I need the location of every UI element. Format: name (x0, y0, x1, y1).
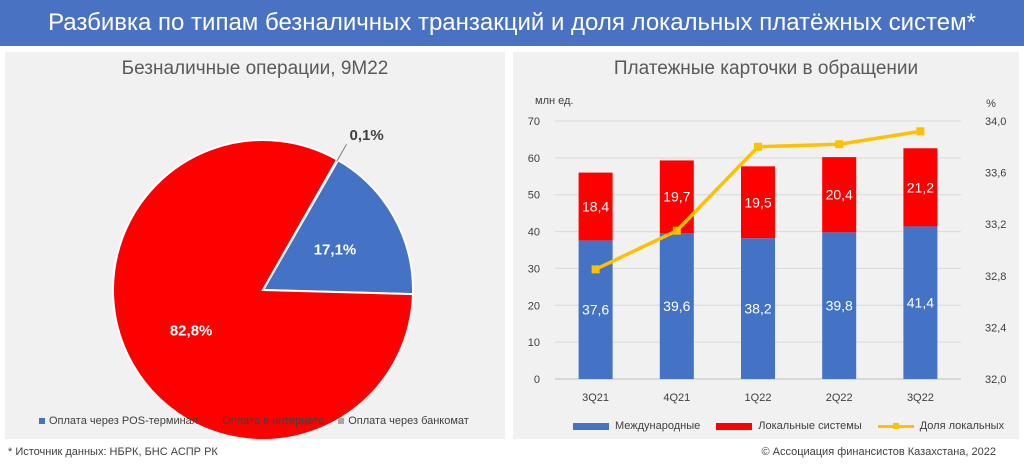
bar-label-international: 41,4 (907, 295, 934, 311)
bar-label-international: 39,6 (663, 298, 690, 314)
line-marker-local-share (835, 140, 844, 149)
bar-chart-panel: Платежные карточки в обращении млн ед.% 0… (513, 52, 1019, 439)
y-tick-label-left: 40 (528, 227, 540, 239)
y-tick-label-right: 34,0 (985, 116, 1006, 128)
legend-swatch-atm (338, 418, 345, 424)
bar-chart: млн ед. % 0 10 20 30 40 50 60 70 32,0 32,4 32,8 33,2 3… (528, 95, 1007, 404)
y-tick-label-right: 32,8 (985, 271, 1006, 283)
bar-label-international: 37,6 (582, 302, 609, 318)
bar-local (903, 148, 938, 227)
y-tick-label-left: 70 (528, 116, 540, 128)
y-axis-label-left: млн ед. (535, 95, 573, 107)
source-note: * Источник данных: НБРК, БНС АСПР РК (8, 446, 218, 458)
pie-leader-line-atm (336, 143, 347, 162)
legend-item-pos: Оплата через POS-терминал (39, 415, 198, 427)
pie-chart-panel: Безналичные операции, 9М22 17,1% 82,8% 0,1… (5, 52, 505, 441)
pie-chart: 17,1% 82,8% 0,1% (111, 127, 414, 441)
y-tick-label-left: 10 (528, 337, 540, 349)
bar-local (741, 166, 775, 239)
legend-item-local-share: Доля локальных (877, 420, 1005, 432)
line-marker-local-share (916, 127, 925, 136)
legend-item-local: Локальные системы (716, 420, 862, 432)
bar-local (578, 172, 613, 241)
pie-slice-pos (261, 158, 414, 296)
bar-international (822, 232, 857, 379)
y-tick-label-right: 33,2 (985, 219, 1006, 231)
bar-local (822, 157, 857, 233)
legend-label-atm: Оплата через банкомат (348, 415, 469, 427)
bar-chart-title: Платежные карточки в обращении (613, 58, 919, 79)
x-tick-label: 4Q21 (663, 392, 690, 404)
bar-label-international: 39,8 (826, 298, 853, 314)
y-tick-label-right: 32,0 (985, 374, 1006, 386)
pie-slice-internet (111, 139, 414, 441)
y-axis-label-right: % (986, 98, 996, 110)
y-tick-label-left: 50 (528, 190, 540, 202)
pie-label-internet: 82,8% (170, 322, 213, 339)
y-tick-label-left: 30 (528, 263, 540, 275)
legend-label-international: Международные (615, 420, 701, 432)
y-tick-label-right: 32,4 (985, 322, 1006, 334)
bar-label-local: 18,4 (582, 199, 609, 215)
legend-label-local-share: Доля локальных (919, 420, 1005, 432)
y-tick-label-left: 20 (528, 300, 540, 312)
bar-label-local: 20,4 (826, 187, 853, 203)
bar-legend: Международные Локальные системы Доля лок… (573, 420, 1004, 432)
y-tick-label-right: 33,6 (985, 168, 1006, 180)
pie-label-pos: 17,1% (314, 242, 357, 259)
bar-international (741, 238, 775, 379)
legend-label-internet: Оплата в интернете (222, 415, 325, 427)
legend-label-pos: Оплата через POS-терминал (49, 415, 199, 427)
bar-label-local: 21,2 (907, 179, 934, 195)
copyright-note: © Ассоциация финансистов Казахстана, 202… (761, 446, 996, 458)
pie-label-atm: 0,1% (350, 127, 384, 144)
y-tick-label-left: 60 (528, 153, 540, 165)
pie-legend: Оплата через POS-терминал Оплата в интер… (39, 415, 469, 427)
pie-chart-title: Безналичные операции, 9М22 (121, 58, 389, 79)
line-marker-local-share (672, 226, 681, 235)
x-tick-label: 2Q22 (826, 392, 853, 404)
bar-label-local: 19,7 (663, 189, 690, 205)
legend-item-internet: Оплата в интернете (212, 415, 324, 427)
bar-label-local: 19,5 (744, 194, 771, 210)
page-title: Разбивка по типам безналичных транзакций… (0, 0, 1024, 46)
bar-label-international: 38,2 (744, 301, 771, 317)
line-marker-local-share (754, 142, 762, 151)
legend-swatch-local-share (877, 422, 914, 429)
bar-international (659, 233, 694, 379)
legend-swatch-local (716, 422, 753, 430)
x-tick-label: 3Q21 (582, 392, 609, 404)
x-tick-label: 1Q22 (745, 392, 772, 404)
legend-item-international: Международные (573, 420, 700, 432)
legend-label-local: Локальные системы (758, 420, 862, 432)
x-tick-label: 3Q22 (907, 392, 934, 404)
legend-swatch-international (573, 422, 609, 430)
legend-item-atm: Оплата через банкомат (338, 415, 469, 427)
line-marker-local-share (591, 265, 600, 274)
legend-swatch-pos (39, 418, 45, 424)
legend-swatch-internet (212, 418, 219, 424)
y-tick-label-left: 0 (534, 374, 540, 386)
bar-international (903, 226, 938, 379)
